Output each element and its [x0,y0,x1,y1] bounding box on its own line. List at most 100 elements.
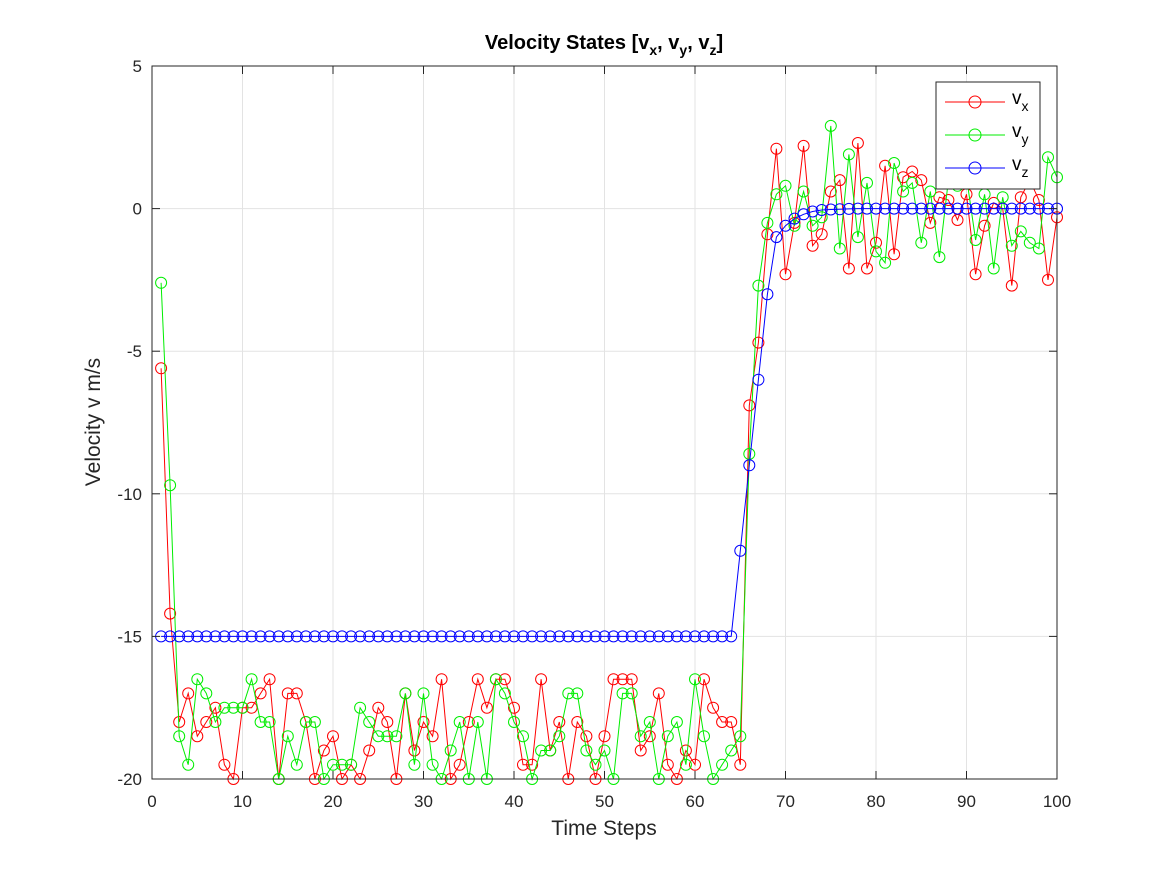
data-point-vz [942,202,955,215]
data-point-vx [851,137,864,149]
data-point-vz [254,630,267,643]
data-point-vx [607,673,620,686]
x-tick-label: 50 [595,792,614,811]
data-point-vz [689,630,701,643]
data-point-vy [498,687,511,700]
data-point-vx [517,758,529,771]
data-point-vz [336,630,348,643]
data-point-vz [969,202,982,215]
data-point-vy [815,211,828,224]
data-point-vx [535,673,548,686]
data-point-vx [498,673,511,686]
x-tick-label: 20 [324,792,343,811]
data-point-vz [245,630,258,643]
data-point-vz [526,630,539,643]
data-point-vy [725,744,738,757]
data-point-vz [308,630,321,643]
data-point-vy [571,687,584,700]
title-text: ] [716,32,723,54]
x-tick-label: 80 [867,792,886,811]
y-tick-label: 5 [133,57,142,76]
data-point-vx [290,687,303,700]
data-point-vx [879,159,892,172]
data-point-vy [1042,151,1054,164]
data-point-vz [435,630,448,643]
data-point-vy [1005,239,1018,252]
data-point-vz [498,630,511,643]
series-vy [155,119,1063,785]
data-point-vz [263,630,276,643]
x-tick-label: 0 [147,792,156,811]
data-point-vy [616,687,629,700]
data-point-vy [444,744,457,757]
data-point-vz [824,203,837,216]
data-point-vz [752,373,765,386]
x-tick-label: 10 [233,792,252,811]
data-point-vy [390,730,403,743]
data-point-vz [960,202,973,215]
legend-label-text: v [1012,154,1022,175]
data-point-vx [571,716,584,728]
data-point-vy [661,730,674,743]
data-point-vy [625,687,638,700]
legend-label-text: v [1012,121,1022,142]
data-point-vy [1014,225,1027,238]
data-point-vx [643,730,656,743]
title-subscript: y [679,42,687,58]
data-point-vy [861,176,873,189]
data-point-vx [725,716,738,728]
data-point-vz [453,630,466,643]
data-point-vx [580,730,593,743]
data-point-vz [779,219,792,232]
data-point-vz [390,630,403,643]
data-point-vy [553,730,566,743]
data-point-vz [417,630,430,643]
legend-label-vz: vz [1012,154,1029,180]
data-point-vz [734,544,747,557]
data-point-vy [535,744,548,757]
data-point-vy [453,716,466,728]
data-point-vx [779,268,792,281]
data-point-vx [200,716,213,728]
data-point-vz [508,630,520,643]
data-point-vz [471,630,484,643]
data-point-vx [508,701,520,714]
legend-marker-vz [968,161,982,175]
data-point-vx [752,336,765,349]
data-point-vz [535,630,548,643]
data-point-vy [517,730,529,743]
data-point-vy [299,716,312,728]
data-point-vx [815,228,828,241]
data-point-vx [263,673,276,686]
data-point-vz [182,630,195,643]
data-point-vy [987,262,1000,275]
data-point-vz [996,202,1009,215]
data-point-vy [1023,236,1036,249]
data-point-vy [489,673,502,686]
data-point-vz [444,630,457,643]
data-point-vy [336,758,348,771]
data-point-vz [299,630,312,643]
data-point-vx [942,194,955,206]
data-point-vz [797,208,810,221]
data-point-vz [354,630,367,643]
legend-label-vx: vx [1012,88,1029,114]
data-point-vy [327,758,339,771]
data-point-vx [698,673,710,686]
series-line-vy [160,125,1058,781]
data-point-vy [290,758,303,771]
data-point-vx [978,219,991,232]
data-point-vy [1032,242,1045,255]
data-point-vz [553,630,566,643]
data-point-vy [670,716,683,728]
data-point-vz [661,630,674,643]
data-point-vx [888,248,901,261]
data-point-vz [345,630,358,643]
data-point-vy [779,179,792,192]
data-point-vz [372,630,385,643]
data-point-vz [408,630,421,643]
data-point-vy [508,716,520,728]
data-point-vz [272,630,285,643]
data-point-vx [435,673,448,686]
data-point-vz [652,630,665,643]
